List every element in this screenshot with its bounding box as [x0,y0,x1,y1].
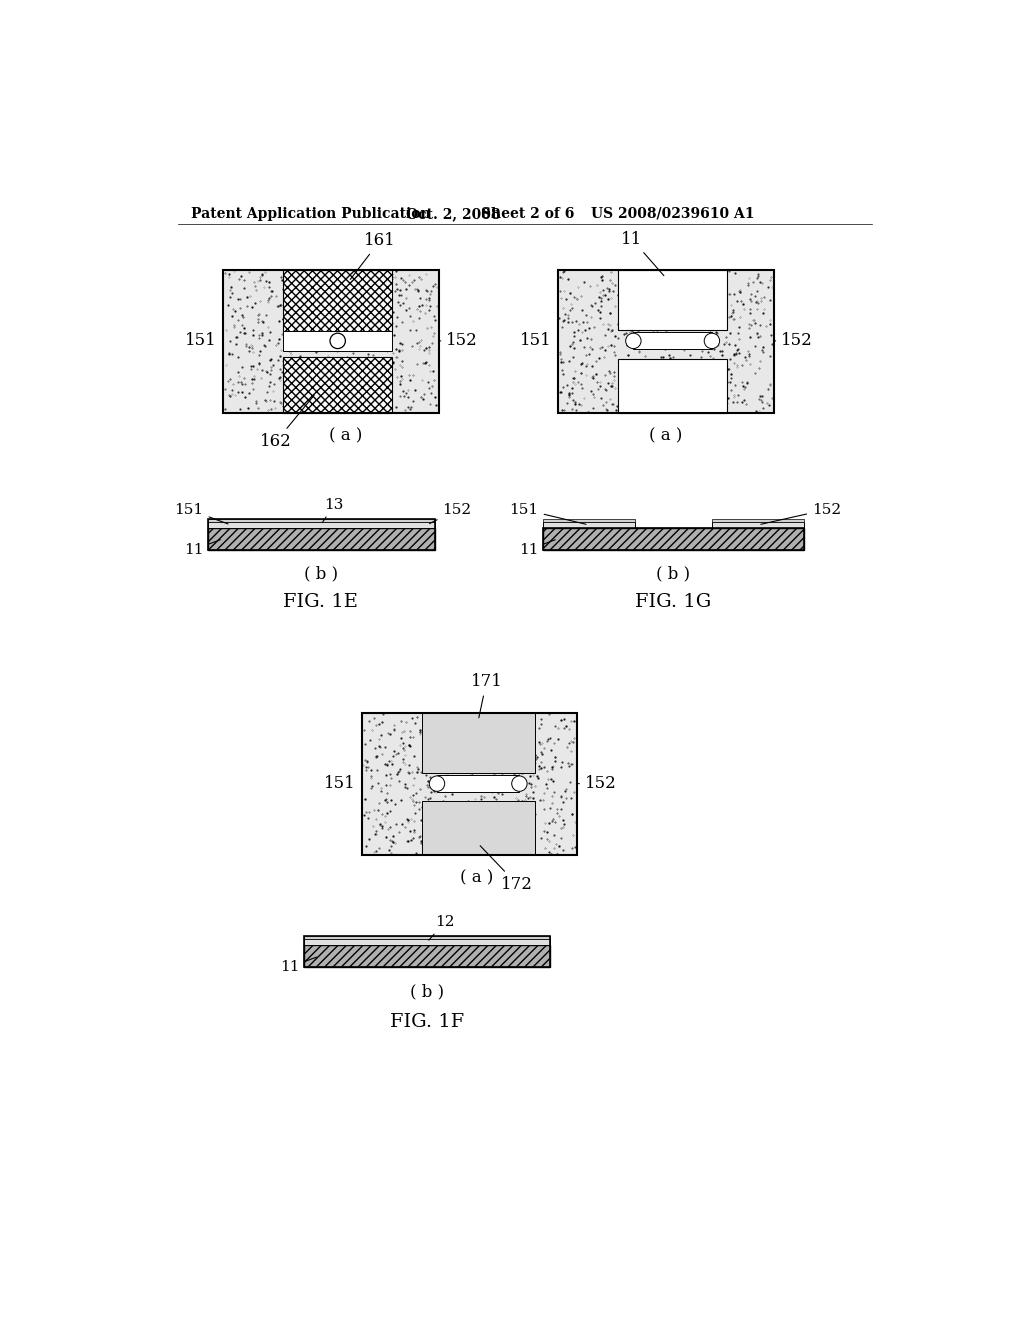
Text: FIG. 1F: FIG. 1F [390,1014,464,1031]
Text: 162: 162 [260,396,314,450]
Text: ( a ): ( a ) [461,870,494,887]
Text: 11: 11 [519,540,555,557]
Text: ( a ): ( a ) [649,428,682,444]
Bar [712,521,804,528]
Text: 152: 152 [429,503,471,524]
Text: 151: 151 [510,503,586,524]
Bar [437,775,519,792]
Bar [712,519,804,521]
Bar [208,519,435,521]
Circle shape [512,776,527,792]
Text: 151: 151 [185,333,217,350]
Bar [543,528,804,549]
Circle shape [429,776,444,792]
Bar [422,801,535,855]
Text: 11: 11 [281,957,316,974]
Text: Patent Application Publication: Patent Application Publication [190,207,430,220]
Text: Sheet 2 of 6: Sheet 2 of 6 [481,207,574,220]
Bar [361,713,578,855]
Circle shape [626,333,641,348]
Text: ( a ): ( a ) [330,428,362,444]
Text: 151: 151 [324,775,355,792]
Bar [361,713,578,855]
Circle shape [330,333,345,348]
Text: 151: 151 [174,503,228,524]
Text: 152: 152 [438,333,478,350]
Text: 152: 152 [761,503,841,524]
Bar [304,945,550,966]
Bar [617,271,727,330]
Text: 12: 12 [429,915,455,940]
Bar [558,271,773,412]
Text: 161: 161 [350,232,395,280]
Bar [208,519,435,549]
Bar [543,521,635,528]
Bar [208,528,435,549]
Circle shape [705,333,720,348]
Text: ( b ): ( b ) [656,566,690,582]
Text: 152: 152 [773,333,813,350]
Text: 172: 172 [480,846,534,894]
Bar [283,358,392,412]
Text: US 2008/0239610 A1: US 2008/0239610 A1 [591,207,755,220]
Bar [634,333,712,350]
Text: ( b ): ( b ) [410,983,444,1001]
Bar [283,331,392,351]
Bar [558,271,773,412]
Text: FIG. 1G: FIG. 1G [635,593,712,611]
Text: Oct. 2, 2008: Oct. 2, 2008 [407,207,501,220]
Text: 11: 11 [184,540,220,557]
Bar [208,521,435,528]
Bar [304,936,550,940]
Text: 13: 13 [323,498,344,523]
Text: 152: 152 [578,775,616,792]
Bar [543,528,804,549]
Bar [223,271,438,412]
Bar [304,940,550,945]
Bar [223,271,438,412]
Text: 11: 11 [622,231,664,276]
Bar [422,713,535,774]
Text: 151: 151 [520,333,552,350]
Bar [543,519,635,521]
Text: FIG. 1E: FIG. 1E [284,593,358,611]
Bar [617,359,727,412]
Text: 171: 171 [470,673,503,718]
Text: ( b ): ( b ) [304,566,338,582]
Bar [304,936,550,966]
Bar [283,271,392,331]
